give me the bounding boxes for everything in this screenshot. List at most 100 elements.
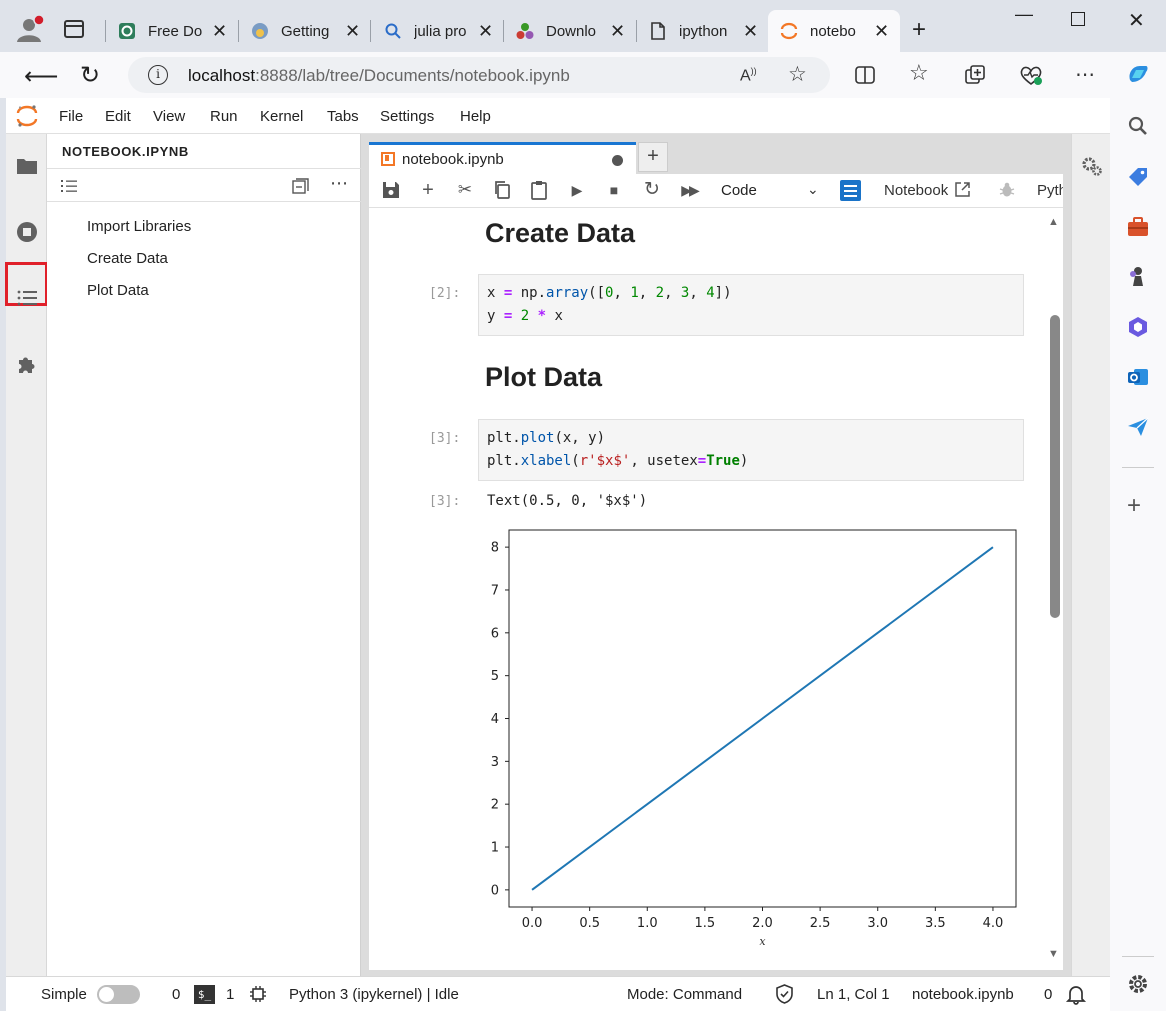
tools-briefcase-icon[interactable] xyxy=(1126,215,1150,239)
maximize-icon[interactable] xyxy=(1071,12,1085,26)
browser-tab-1[interactable]: Free Do ✕ xyxy=(118,10,227,52)
status-filename: notebook.ipynb xyxy=(912,986,1014,1003)
close-tab-icon[interactable]: ✕ xyxy=(345,20,361,41)
split-screen-icon[interactable] xyxy=(855,65,875,85)
profile-avatar-icon[interactable] xyxy=(14,14,44,44)
terminal-icon[interactable]: $_ xyxy=(194,985,215,1004)
collapse-all-icon[interactable] xyxy=(292,178,309,194)
shopping-tag-icon[interactable] xyxy=(1126,165,1150,189)
search-icon[interactable] xyxy=(1126,114,1150,138)
address-bar-row: ⟵ ↻ i localhost:8888/lab/tree/Documents/… xyxy=(0,52,1110,98)
browser-tab-3[interactable]: julia pro ✕ xyxy=(384,10,493,52)
menu-edit[interactable]: Edit xyxy=(105,108,131,125)
menu-file[interactable]: File xyxy=(59,108,84,125)
x-axis-label: x xyxy=(759,935,766,948)
back-arrow-icon[interactable]: ⟵ xyxy=(24,63,59,90)
toc-item-plot-data[interactable]: Plot Data xyxy=(87,282,149,299)
tab-actions-icon[interactable] xyxy=(64,20,84,38)
paste-clipboard-icon[interactable] xyxy=(529,180,549,200)
property-inspector-gears-icon[interactable] xyxy=(1080,154,1104,178)
menu-kernel[interactable]: Kernel xyxy=(260,108,304,125)
copy-icon[interactable] xyxy=(492,180,512,200)
site-info-icon[interactable]: i xyxy=(148,65,168,85)
kernel-cpu-icon[interactable] xyxy=(249,985,267,1003)
table-of-contents-icon[interactable] xyxy=(15,286,39,310)
property-inspector-icon[interactable] xyxy=(840,180,861,201)
scrollbar-thumb[interactable] xyxy=(1050,315,1060,618)
restart-kernel-icon[interactable]: ↻ xyxy=(644,179,660,200)
code-cell-create-data[interactable]: x = np.array([0, 1, 2, 3, 4]) y = 2 * x xyxy=(478,274,1024,336)
outlook-icon[interactable] xyxy=(1126,365,1150,389)
browser-tab-active[interactable]: notebo ✕ xyxy=(768,10,900,52)
notebook-tab[interactable]: notebook.ipynb xyxy=(369,142,636,174)
toggle-numbering-icon[interactable] xyxy=(61,179,77,193)
scroll-up-icon[interactable]: ▲ xyxy=(1048,216,1059,228)
close-tab-icon[interactable]: ✕ xyxy=(743,20,759,41)
trusted-shield-icon[interactable] xyxy=(775,984,794,1004)
unsaved-dot-icon[interactable] xyxy=(612,155,623,166)
scroll-down-icon[interactable]: ▼ xyxy=(1048,948,1059,960)
notebook-content: Create Data [2]: x = np.array([0, 1, 2, … xyxy=(369,208,1063,970)
simple-mode-toggle[interactable] xyxy=(97,985,140,1004)
close-window-icon[interactable]: ✕ xyxy=(1128,10,1145,32)
read-aloud-icon[interactable]: A)) xyxy=(740,66,757,85)
browser-tab-5[interactable]: ipython ✕ xyxy=(649,10,758,52)
notifications-bell-icon[interactable] xyxy=(1065,983,1087,1005)
restart-run-all-icon[interactable]: ▶▶ xyxy=(681,182,700,198)
menu-help[interactable]: Help xyxy=(460,108,491,125)
save-icon[interactable] xyxy=(381,180,401,200)
more-options-icon[interactable]: ⋯ xyxy=(1075,64,1095,86)
menu-tabs[interactable]: Tabs xyxy=(327,108,359,125)
minimize-icon[interactable]: — xyxy=(1015,4,1033,24)
jupyter-logo-icon[interactable] xyxy=(16,104,38,128)
favorite-star-icon[interactable]: ☆ xyxy=(788,63,807,86)
menu-settings[interactable]: Settings xyxy=(380,108,435,125)
code-cell-plot-data[interactable]: plt.plot(x, y) plt.xlabel(r'$x$', usetex… xyxy=(478,419,1024,481)
cell-type-select[interactable]: Code xyxy=(721,182,757,199)
close-tab-icon[interactable]: ✕ xyxy=(478,20,494,41)
close-tab-icon[interactable]: ✕ xyxy=(212,20,228,41)
tab-separator xyxy=(636,20,637,42)
sidebar-settings-gear-icon[interactable] xyxy=(1126,972,1150,996)
collections-icon[interactable] xyxy=(964,64,986,86)
cut-scissors-icon[interactable]: ✂ xyxy=(457,180,473,199)
microsoft-365-icon[interactable] xyxy=(1126,315,1150,339)
close-tab-icon[interactable]: ✕ xyxy=(874,20,890,41)
debugger-bug-icon[interactable] xyxy=(999,182,1015,198)
copilot-icon[interactable] xyxy=(1126,62,1150,86)
notebook-scrollbar[interactable]: ▲ ▼ xyxy=(1045,208,1063,970)
file-browser-folder-icon[interactable] xyxy=(15,154,39,178)
open-in-notebook-link[interactable]: Notebook xyxy=(884,182,949,199)
new-launcher-icon[interactable]: + xyxy=(638,142,668,172)
insert-cell-icon[interactable]: + xyxy=(422,179,434,201)
games-chess-icon[interactable] xyxy=(1126,265,1150,289)
menu-run[interactable]: Run xyxy=(210,108,238,125)
browser-essentials-icon[interactable] xyxy=(1019,64,1043,86)
chevron-down-icon[interactable]: ⌄ xyxy=(807,181,819,197)
more-actions-icon[interactable]: ⋯ xyxy=(330,173,348,193)
command-mode-indicator: Mode: Command xyxy=(627,986,743,1003)
external-link-icon[interactable] xyxy=(954,181,971,198)
toc-item-import-libraries[interactable]: Import Libraries xyxy=(87,218,192,235)
browser-tab-4[interactable]: Downlo ✕ xyxy=(516,10,625,52)
new-tab-icon[interactable]: + xyxy=(912,16,927,43)
interrupt-kernel-icon[interactable]: ■ xyxy=(609,182,619,198)
close-tab-icon[interactable]: ✕ xyxy=(610,20,626,41)
favorites-icon[interactable]: ☆ xyxy=(909,60,929,85)
cursor-position[interactable]: Ln 1, Col 1 xyxy=(817,986,890,1003)
extension-manager-puzzle-icon[interactable] xyxy=(15,352,39,376)
url-field[interactable]: i localhost:8888/lab/tree/Documents/note… xyxy=(128,57,830,93)
kernel-status[interactable]: Python 3 (ipykernel) | Idle xyxy=(289,986,459,1003)
heading-plot-data: Plot Data xyxy=(485,362,603,392)
running-kernels-stop-icon[interactable] xyxy=(15,220,39,244)
x-tick-label: 2.5 xyxy=(810,916,831,931)
add-sidebar-app-icon[interactable]: + xyxy=(1127,492,1142,519)
toc-item-create-data[interactable]: Create Data xyxy=(87,250,168,267)
browser-tab-2[interactable]: Getting ✕ xyxy=(251,10,360,52)
run-cell-icon[interactable]: ▶ xyxy=(571,182,583,198)
menu-view[interactable]: View xyxy=(153,108,186,125)
toc-toolbar: ⋯ xyxy=(47,168,361,202)
send-paper-plane-icon[interactable] xyxy=(1126,415,1150,439)
reload-icon[interactable]: ↻ xyxy=(80,62,101,89)
kernel-name[interactable]: Pyth xyxy=(1037,182,1063,199)
